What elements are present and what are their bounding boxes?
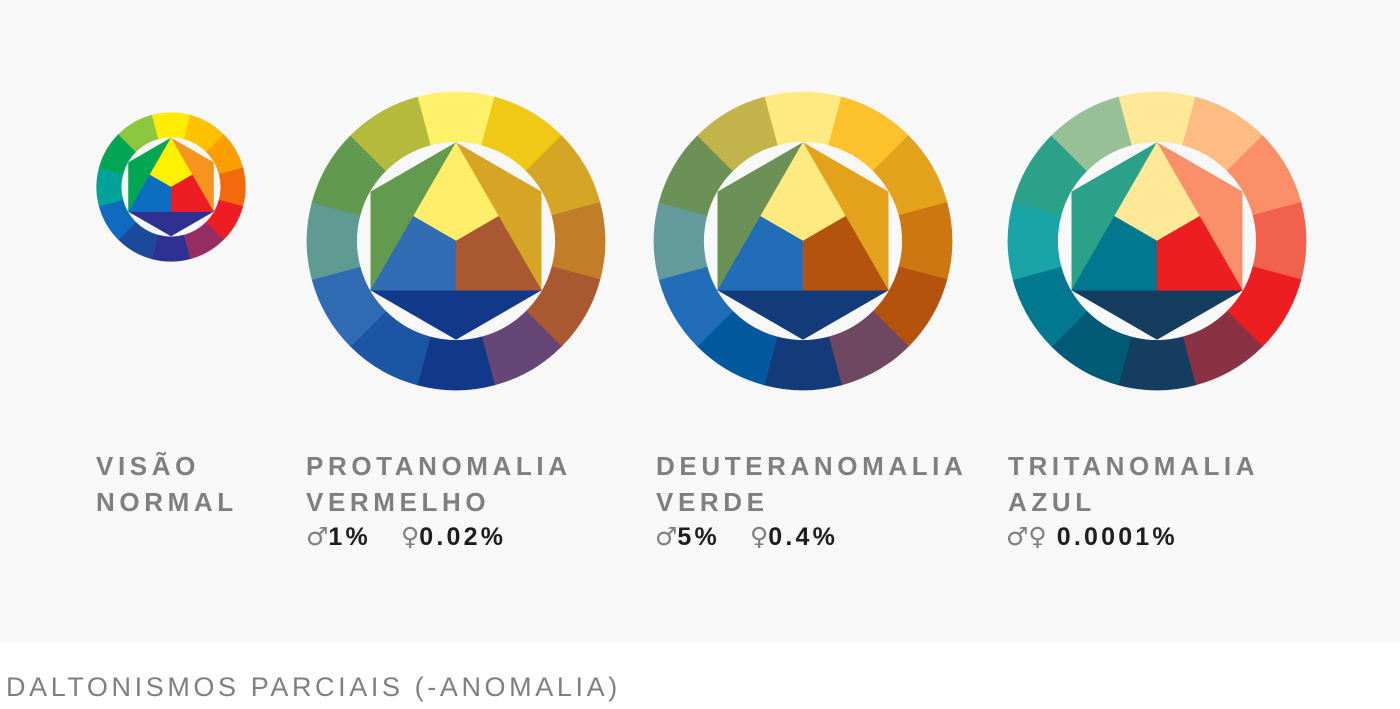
color-wheel-protanomalia	[306, 91, 606, 391]
label-protanomalia: PROTANOMALIA VERMELHO	[306, 448, 572, 520]
ring-segment-yellow-green	[118, 114, 159, 153]
label-protanomalia-line2: VERMELHO	[306, 487, 491, 517]
ring-segment-blue-green	[653, 202, 708, 280]
color-wheel-graphic	[1007, 91, 1307, 391]
both-percentage: 0.0001%	[1056, 523, 1178, 551]
label-protanomalia-line1: PROTANOMALIA	[306, 451, 572, 481]
ring-segment-blue-green	[1007, 202, 1062, 280]
ring-segment-yellow	[151, 112, 191, 140]
label-normal-line1: VISÃO	[96, 451, 200, 481]
male-percentage: 5%	[677, 523, 720, 551]
ring-segment-blue-green	[96, 167, 124, 207]
male-icon: ♂	[306, 522, 329, 551]
color-wheel-tritanomalia	[1007, 91, 1307, 391]
color-wheel-graphic	[653, 91, 953, 391]
male-female-icon: ♂♀	[1006, 522, 1047, 551]
ring-segment-red-orange	[218, 167, 246, 207]
ring-segment-red-orange	[1252, 202, 1307, 280]
primary-right	[802, 216, 889, 291]
stats-deuteranomalia: ♂5% ♀0.4%	[655, 522, 838, 552]
label-deuteranomalia-line1: DEUTERANOMALIA	[656, 451, 968, 481]
ring-segment-violet	[764, 336, 842, 391]
female-percentage: 0.02%	[419, 523, 507, 551]
primary-right	[1156, 216, 1243, 291]
ring-segment-yellow-green	[350, 96, 431, 172]
ring-segment-red-orange	[551, 202, 606, 280]
ring-segment-violet	[151, 234, 191, 262]
stats-tritanomalia: ♂♀ 0.0001%	[1006, 522, 1178, 552]
ring-segment-yellow	[1118, 91, 1196, 146]
label-tritanomalia-line2: AZUL	[1008, 487, 1096, 517]
female-icon: ♀	[400, 522, 420, 551]
female-icon: ♀	[749, 522, 769, 551]
ring-segment-red-orange	[898, 202, 953, 280]
ring-segment-yellow-green	[1051, 96, 1132, 172]
ring-segment-yellow	[417, 91, 495, 146]
female-percentage: 0.4%	[768, 523, 839, 551]
label-normal: VISÃO NORMAL	[96, 448, 238, 520]
primary-right	[170, 174, 214, 212]
ring-segment-violet	[417, 336, 495, 391]
label-deuteranomalia-line2: VERDE	[656, 487, 769, 517]
ring-segment-yellow	[764, 91, 842, 146]
color-wheel-graphic	[96, 112, 246, 262]
label-normal-line2: NORMAL	[96, 487, 238, 517]
ring-segment-yellow-green	[697, 96, 778, 172]
ring-segment-blue-green	[306, 202, 361, 280]
figure-title: DALTONISMOS PARCIAIS (-ANOMALIA)	[6, 672, 621, 702]
ring-segment-violet	[1118, 336, 1196, 391]
label-tritanomalia-line1: TRITANOMALIA	[1008, 451, 1260, 481]
primary-right	[455, 216, 542, 291]
label-tritanomalia: TRITANOMALIA AZUL	[1008, 448, 1259, 520]
male-percentage: 1%	[328, 523, 371, 551]
color-wheel-deuteranomalia	[653, 91, 953, 391]
label-deuteranomalia: DEUTERANOMALIA VERDE	[656, 448, 967, 520]
color-wheel-normal	[96, 112, 246, 262]
male-icon: ♂	[655, 522, 678, 551]
color-wheel-graphic	[306, 91, 606, 391]
stats-protanomalia: ♂1% ♀0.02%	[306, 522, 506, 552]
